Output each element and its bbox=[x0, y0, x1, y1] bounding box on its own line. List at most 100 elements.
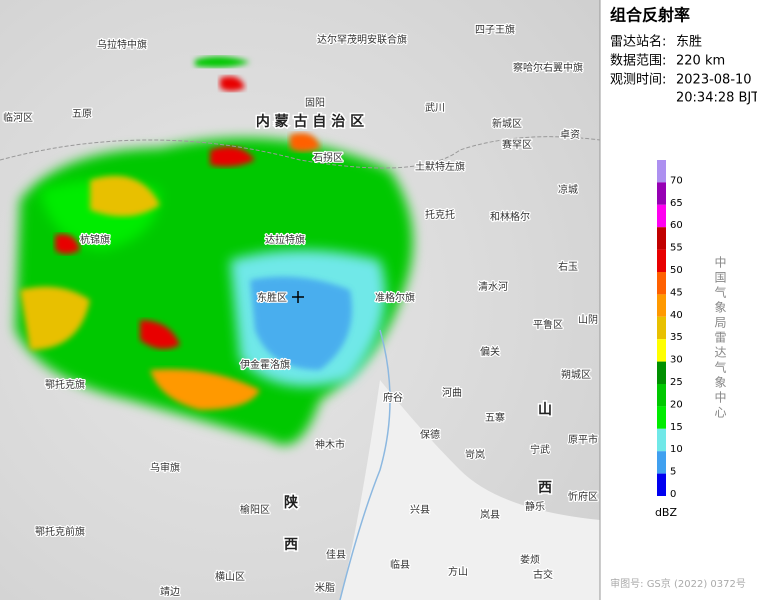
place-label: 原平市 bbox=[568, 433, 598, 446]
region-label: 山 bbox=[538, 402, 552, 418]
place-label: 达拉特旗 bbox=[265, 233, 305, 246]
river bbox=[339, 329, 391, 600]
place-label: 伊金霍洛旗 bbox=[240, 358, 290, 371]
place-label: 石拐区 bbox=[313, 151, 343, 164]
region-label: 陕 bbox=[284, 494, 298, 511]
place-label: 五寨 bbox=[485, 411, 505, 424]
region-label: 西 bbox=[284, 537, 298, 553]
place-label: 达尔罕茂明安联合旗 bbox=[317, 33, 407, 46]
place-label: 清水河 bbox=[478, 280, 508, 293]
place-label: 临县 bbox=[390, 558, 410, 571]
place-label: 平鲁区 bbox=[533, 318, 563, 331]
legend-label: 5 bbox=[670, 467, 676, 478]
place-label: 卓资 bbox=[560, 129, 580, 141]
plateau bbox=[340, 380, 600, 600]
place-label: 榆阳区 bbox=[240, 503, 270, 516]
place-label: 娄烦 bbox=[520, 553, 540, 566]
legend-label: 10 bbox=[670, 444, 683, 455]
place-label: 乌拉特中旗 bbox=[97, 38, 147, 51]
place-label: 托克托 bbox=[425, 208, 455, 221]
legend-label: 0 bbox=[670, 489, 676, 500]
legend-swatch bbox=[657, 204, 666, 228]
place-label: 临河区 bbox=[3, 111, 33, 124]
place-label: 五原 bbox=[72, 108, 92, 120]
legend-swatch bbox=[657, 294, 666, 317]
title: 组合反射率 bbox=[610, 6, 690, 25]
place-label: 准格尔旗 bbox=[375, 291, 415, 304]
place-label: 横山区 bbox=[215, 570, 245, 583]
place-label: 和林格尔 bbox=[490, 210, 530, 223]
legend-swatch bbox=[657, 384, 666, 407]
place-label: 山阴 bbox=[578, 314, 598, 326]
legend-swatch bbox=[657, 406, 666, 429]
place-label: 方山 bbox=[448, 565, 468, 578]
legend-unit: dBZ bbox=[655, 506, 678, 519]
legend-label: 30 bbox=[670, 355, 683, 366]
approval: 审图号: GS京 (2022) 0372号 bbox=[610, 577, 746, 590]
place-label: 固阳 bbox=[305, 97, 325, 109]
agency: 中国气象局雷达气象中心 bbox=[713, 256, 727, 421]
legend-swatch bbox=[657, 160, 666, 183]
info-value: 东胜 bbox=[676, 35, 702, 50]
place-label: 靖边 bbox=[160, 585, 180, 598]
place-label: 神木市 bbox=[315, 438, 345, 451]
place-label: 乌审旗 bbox=[150, 461, 180, 474]
legend-swatch bbox=[657, 249, 666, 272]
legend-label: 45 bbox=[670, 287, 683, 298]
place-label: 河曲 bbox=[442, 387, 462, 399]
place-label: 古交 bbox=[533, 568, 553, 581]
place-label: 保德 bbox=[420, 428, 440, 441]
info-value: 2023-08-10 bbox=[676, 73, 752, 88]
legend-swatch bbox=[657, 361, 666, 384]
place-label: 静乐 bbox=[525, 500, 545, 513]
legend-label: 25 bbox=[670, 377, 683, 388]
place-label: 佳县 bbox=[326, 548, 346, 561]
place-label: 察哈尔右翼中旗 bbox=[513, 61, 583, 74]
legend-label: 20 bbox=[670, 399, 683, 410]
place-label: 忻府区 bbox=[568, 490, 598, 503]
place-label: 杭锦旗 bbox=[80, 233, 110, 246]
place-label: 赛罕区 bbox=[502, 138, 532, 151]
legend-swatch bbox=[657, 473, 666, 496]
legend-label: 60 bbox=[670, 220, 683, 231]
legend-label: 65 bbox=[670, 198, 683, 209]
legend-swatch bbox=[657, 316, 666, 340]
radar-site bbox=[292, 291, 304, 303]
place-label: 偏关 bbox=[480, 345, 500, 358]
info-value: 20:34:28 BJT bbox=[676, 91, 757, 106]
place-label: 米脂 bbox=[315, 581, 335, 594]
legend-swatch bbox=[657, 451, 666, 474]
region-label: 西 bbox=[538, 480, 552, 496]
place-label: 鄂托克旗 bbox=[45, 378, 85, 391]
legend-label: 35 bbox=[670, 332, 683, 343]
place-label: 岢岚 bbox=[465, 449, 485, 461]
border bbox=[0, 136, 601, 169]
place-label: 宁武 bbox=[530, 443, 550, 456]
legend-label: 55 bbox=[670, 243, 683, 254]
legend-swatch bbox=[657, 272, 666, 295]
legend-swatch bbox=[657, 182, 666, 205]
place-label: 兴县 bbox=[410, 504, 430, 516]
legend-swatch bbox=[657, 428, 666, 452]
legend-label: 50 bbox=[670, 265, 683, 276]
place-label: 朔城区 bbox=[561, 368, 591, 381]
legend-label: 15 bbox=[670, 422, 683, 433]
place-label: 武川 bbox=[425, 101, 445, 114]
place-label: 右玉 bbox=[558, 260, 578, 273]
info-key: 数据范围: bbox=[610, 54, 666, 69]
info-value: 220 km bbox=[676, 54, 725, 69]
legend-label: 70 bbox=[670, 175, 683, 186]
panel bbox=[600, 0, 757, 600]
info-key: 观测时间: bbox=[610, 73, 666, 88]
legend-swatch bbox=[657, 339, 666, 362]
legend-swatch bbox=[657, 227, 666, 250]
legend-label: 40 bbox=[670, 310, 683, 321]
place-label: 东胜区 bbox=[257, 291, 287, 304]
place-label: 凉城 bbox=[558, 183, 578, 196]
info-key: 雷达站名: bbox=[610, 34, 666, 50]
radar-echo bbox=[15, 56, 413, 445]
